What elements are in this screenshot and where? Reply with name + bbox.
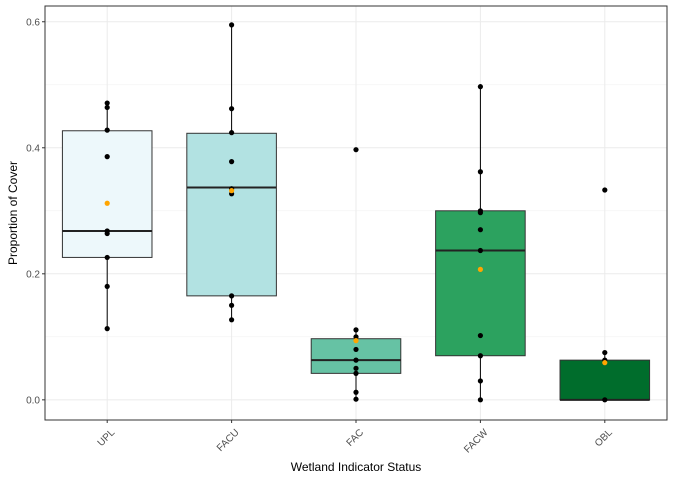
x-tick-label: UPL (96, 427, 118, 449)
data-point (104, 230, 110, 237)
box-facu (186, 24, 277, 320)
x-tick-label: OBL (593, 427, 615, 449)
y-tick-label: 0.0 (26, 395, 40, 406)
data-point (229, 22, 235, 28)
data-point (353, 147, 359, 153)
mean-point (602, 360, 608, 366)
y-tick-label: 0.2 (26, 269, 40, 280)
mean-point (353, 338, 359, 344)
mean-point (229, 188, 235, 194)
data-point (353, 346, 359, 353)
data-point (477, 227, 483, 233)
data-point (477, 332, 483, 339)
data-point (477, 353, 483, 359)
data-point (353, 370, 359, 376)
box-obl (559, 352, 651, 401)
data-point (229, 130, 235, 136)
x-axis-title: Wetland Indicator Status (291, 460, 422, 474)
data-point (477, 397, 483, 403)
data-point (353, 327, 359, 333)
mean-point (477, 266, 483, 272)
data-point (602, 397, 608, 403)
y-axis-title: Proportion of Cover (6, 161, 20, 265)
data-point (229, 317, 235, 323)
box-iqr (186, 132, 277, 297)
data-point (229, 106, 235, 112)
data-point (602, 349, 608, 356)
data-point (104, 254, 110, 261)
box-iqr (61, 130, 153, 258)
data-point (229, 302, 235, 308)
y-axis-ticks: 0.0 0.2 0.4 0.6 (26, 17, 45, 406)
data-point (602, 187, 608, 193)
box-iqr (435, 210, 526, 357)
data-point (353, 357, 359, 363)
data-points (104, 22, 608, 403)
x-tick-label: FAC (345, 427, 367, 449)
data-point (477, 247, 483, 254)
data-point (477, 378, 483, 384)
data-point (477, 169, 483, 175)
data-point (353, 396, 359, 402)
data-point (477, 84, 483, 90)
box-iqr (559, 359, 651, 401)
data-point (353, 365, 359, 371)
data-point (104, 100, 110, 106)
data-point (353, 389, 359, 395)
box-upl (61, 103, 153, 329)
data-point (104, 326, 110, 332)
x-tick-label: FACW (462, 427, 491, 456)
box-facw (435, 86, 526, 400)
data-point (477, 210, 483, 216)
data-point (104, 154, 110, 160)
x-tick-label: FACU (215, 427, 242, 454)
data-point (104, 283, 110, 290)
y-tick-label: 0.4 (26, 143, 40, 154)
mean-point (104, 200, 110, 206)
data-point (104, 127, 110, 133)
data-point (229, 159, 235, 165)
x-axis-ticks: UPL FACU FAC FACW OBL (96, 420, 615, 455)
data-point (229, 293, 235, 299)
data-point (104, 104, 110, 111)
y-tick-label: 0.6 (26, 17, 40, 28)
boxes (61, 24, 651, 401)
data-point (353, 334, 359, 340)
